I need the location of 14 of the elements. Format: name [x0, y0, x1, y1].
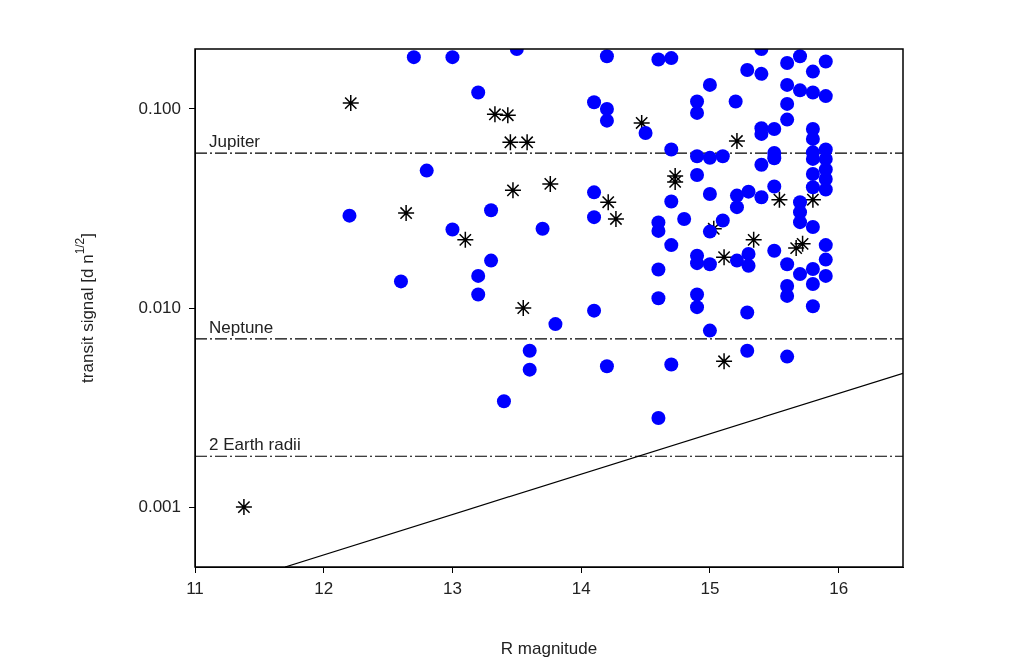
- x-tick-label: 13: [442, 578, 462, 598]
- x-tick-label: 14: [571, 578, 591, 598]
- ref-line-label: 2 Earth radii: [209, 435, 301, 455]
- y-tick-label: 0.001: [138, 496, 181, 516]
- x-axis-title: R magnitude: [500, 639, 598, 659]
- ref-line-label: Neptune: [209, 318, 274, 338]
- x-tick-label: 16: [829, 578, 849, 598]
- ref-line-label: Jupiter: [209, 132, 261, 152]
- x-tick-label: 11: [186, 578, 204, 598]
- x-tick-label: 12: [314, 578, 334, 598]
- x-tick-label: 15: [700, 578, 720, 598]
- y-axis-title: transit signal [d n1/2]: [73, 233, 97, 383]
- y-tick-label: 0.100: [138, 98, 181, 118]
- y-tick-label: 0.010: [138, 297, 181, 317]
